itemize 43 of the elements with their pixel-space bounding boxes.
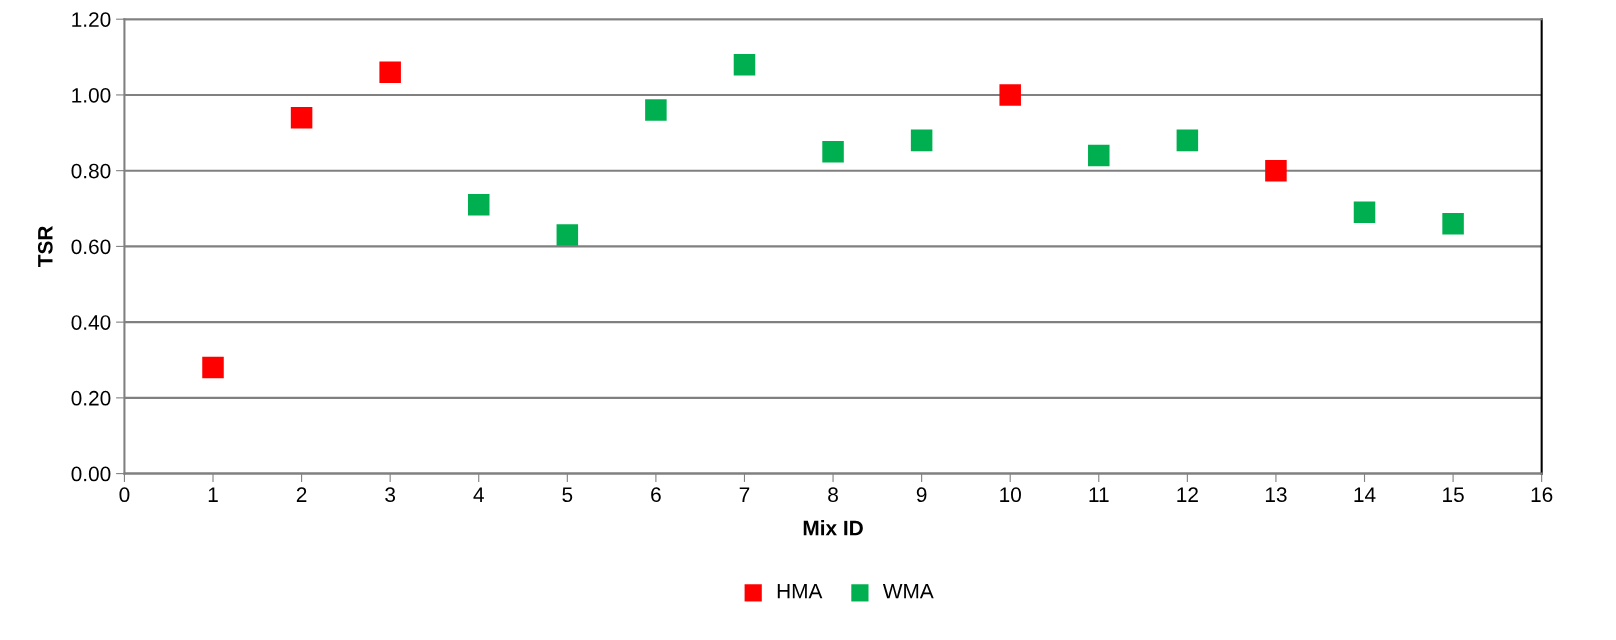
point	[1088, 144, 1110, 167]
x-tick-label: 16	[1531, 487, 1553, 503]
x-tick-label: 0	[119, 487, 130, 503]
point	[1176, 129, 1199, 152]
x-tick-label: 4	[473, 487, 484, 502]
point	[910, 129, 933, 152]
x-tick-label: 11	[1089, 487, 1109, 502]
point	[822, 140, 844, 163]
y-tick-label: 0.40	[71, 315, 111, 330]
point	[1265, 159, 1287, 182]
point	[467, 193, 490, 216]
y-tick-label: 0.80	[71, 163, 111, 179]
point	[556, 224, 579, 246]
y-tick-label: 1.20	[72, 12, 111, 27]
x-tick-label: 3	[385, 487, 396, 503]
point	[999, 84, 1021, 106]
point	[1353, 201, 1376, 224]
legend-label: WMA	[882, 583, 934, 599]
legend-label: HMA	[777, 583, 823, 599]
x-tick-label: 10	[1000, 487, 1021, 503]
point	[290, 106, 313, 129]
point	[645, 99, 667, 121]
y-tick-label: 1.00	[72, 87, 111, 103]
y-tick-label: 0.00	[71, 466, 111, 482]
point	[733, 53, 756, 76]
y-axis-title: TSR	[37, 225, 53, 267]
x-tick-label: 6	[651, 487, 661, 503]
x-tick-label: 7	[739, 487, 750, 502]
x-tick-label: 2	[296, 487, 307, 502]
x-axis-title: Mix ID	[803, 520, 863, 536]
x-tick-label: 5	[562, 487, 573, 503]
x-tick-label: 14	[1354, 487, 1376, 502]
x-tick-label: 8	[828, 487, 838, 503]
y-tick-label: 0.20	[71, 390, 111, 406]
x-tick-label: 9	[916, 487, 927, 503]
x-tick-label: 15	[1443, 487, 1464, 503]
point	[1442, 212, 1464, 235]
x-tick-label: 12	[1177, 487, 1198, 502]
x-tick-label: 1	[208, 487, 218, 502]
point	[379, 61, 401, 83]
x-tick-label: 13	[1265, 487, 1287, 503]
point	[202, 356, 224, 379]
y-tick-label: 0.60	[71, 239, 111, 255]
